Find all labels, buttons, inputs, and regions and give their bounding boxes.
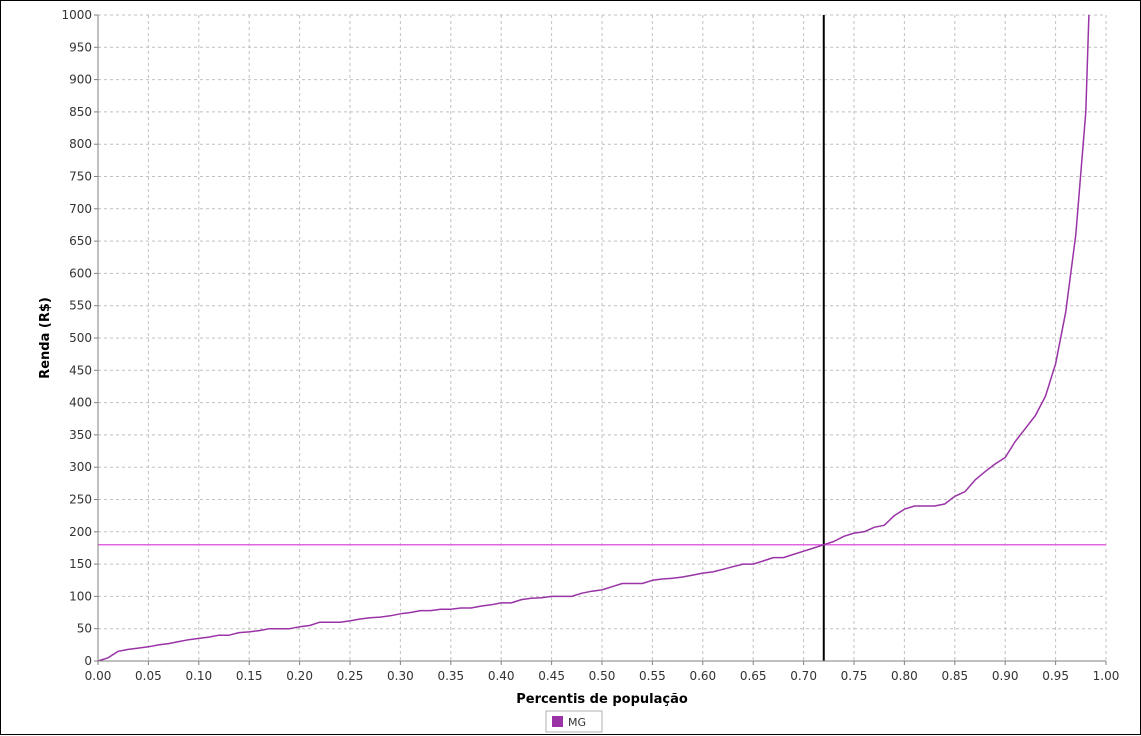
y-tick-label: 350 — [69, 428, 92, 442]
x-tick-label: 0.20 — [286, 669, 313, 683]
x-tick-label: 0.70 — [790, 669, 817, 683]
y-tick-label: 850 — [69, 105, 92, 119]
y-tick-label: 100 — [69, 589, 92, 603]
axes-layer — [94, 14, 1107, 665]
y-tick-label: 150 — [69, 557, 92, 571]
x-tick-label: 0.75 — [841, 669, 868, 683]
y-tick-label: 200 — [69, 525, 92, 539]
y-tick-label: 300 — [69, 460, 92, 474]
y-tick-label: 0 — [84, 654, 92, 668]
y-tick-label: 950 — [69, 40, 92, 54]
x-tick-label: 0.00 — [85, 669, 112, 683]
x-tick-labels: 0.00 0.05 0.10 0.15 0.20 0.25 0.30 0.35 0.40 0.45… — [85, 669, 1120, 683]
x-tick-label: 0.10 — [185, 669, 212, 683]
x-axis-title: Percentis de população — [516, 692, 688, 707]
y-tick-label: 650 — [69, 234, 92, 248]
x-tick-label: 0.90 — [992, 669, 1019, 683]
x-tick-label: 0.50 — [589, 669, 616, 683]
y-tick-label: 400 — [69, 396, 92, 410]
legend-swatch-mg — [552, 716, 563, 727]
legend-label-mg: MG — [568, 716, 586, 729]
y-tick-label: 800 — [69, 137, 92, 151]
grid-layer — [98, 14, 1107, 661]
y-tick-label: 550 — [69, 299, 92, 313]
y-tick-label: 900 — [69, 73, 92, 87]
y-tick-label: 1000 — [61, 8, 92, 22]
y-tick-label: 500 — [69, 331, 92, 345]
x-tick-label: 0.55 — [639, 669, 666, 683]
y-tick-label: 50 — [77, 622, 92, 636]
x-tick-label: 0.95 — [1042, 669, 1069, 683]
y-tick-label: 250 — [69, 493, 92, 507]
x-tick-label: 0.65 — [740, 669, 767, 683]
y-tick-label: 700 — [69, 202, 92, 216]
x-tick-label: 0.25 — [337, 669, 364, 683]
x-tick-label: 0.80 — [891, 669, 918, 683]
x-tick-label: 0.05 — [135, 669, 162, 683]
x-tick-label: 1.00 — [1093, 669, 1120, 683]
x-tick-label: 0.40 — [488, 669, 515, 683]
y-tick-label: 450 — [69, 363, 92, 377]
x-tick-label: 0.85 — [941, 669, 968, 683]
y-tick-labels: 0 50 100 150 200 250 300 350 400 450 500 550 600 650 7… — [61, 8, 92, 668]
y-axis-title: Renda (R$) — [38, 297, 53, 379]
x-tick-label: 0.15 — [236, 669, 263, 683]
legend: MG — [545, 710, 603, 733]
x-tick-label: 0.60 — [689, 669, 716, 683]
series-line-mg — [97, 14, 1090, 662]
reference-lines — [98, 15, 1106, 661]
y-tick-label: 600 — [69, 266, 92, 280]
x-tick-label: 0.45 — [538, 669, 565, 683]
x-tick-label: 0.35 — [437, 669, 464, 683]
y-tick-label: 750 — [69, 170, 92, 184]
x-tick-label: 0.30 — [387, 669, 414, 683]
series-layer — [97, 14, 1090, 662]
